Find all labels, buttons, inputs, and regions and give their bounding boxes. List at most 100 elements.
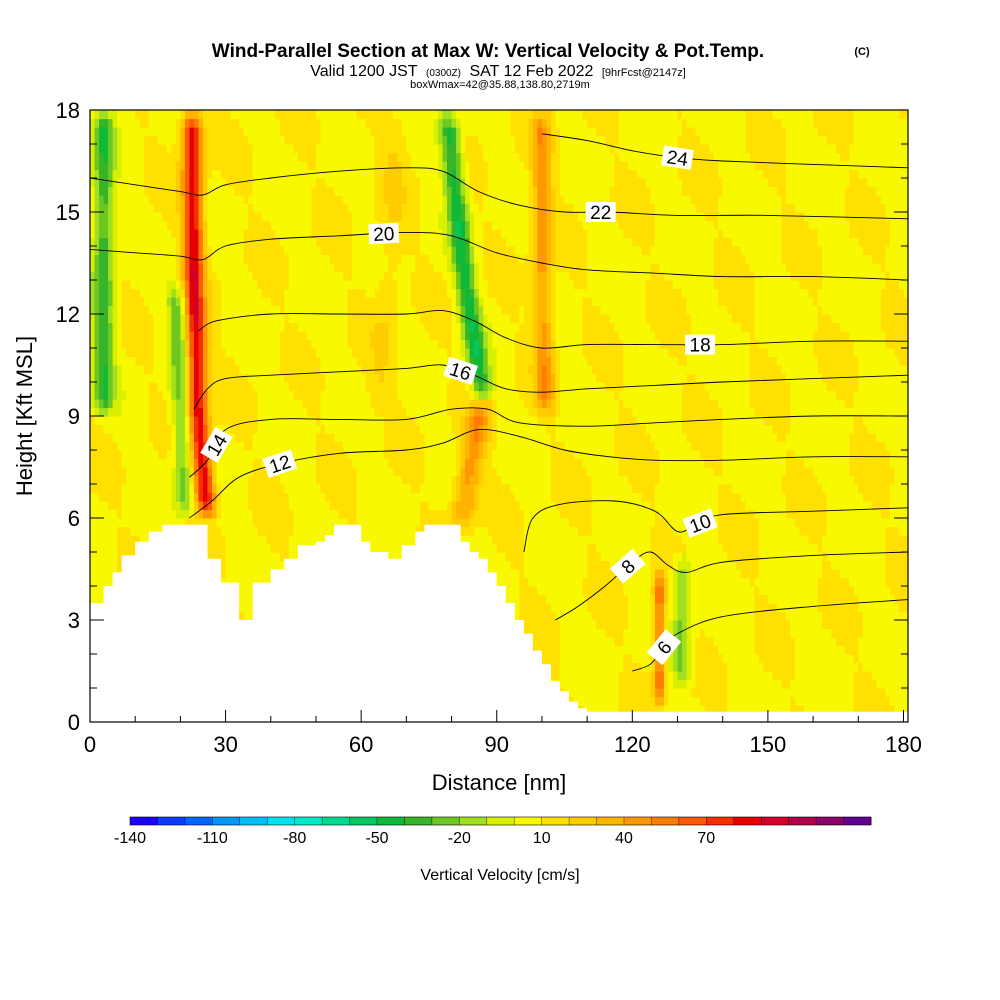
velocity-cell (519, 603, 525, 613)
velocity-cell (153, 526, 159, 536)
velocity-cell (889, 501, 896, 511)
velocity-cell (275, 526, 281, 536)
velocity-cell (410, 526, 416, 536)
velocity-cell (858, 518, 864, 528)
velocity-cell (564, 620, 570, 630)
velocity-cell (790, 586, 796, 596)
velocity-cell (731, 552, 737, 562)
velocity-cell (718, 705, 724, 715)
velocity-cell (691, 705, 697, 715)
velocity-cell (862, 603, 868, 613)
velocity-cell (492, 484, 498, 494)
velocity-cell (365, 501, 371, 511)
velocity-cell (790, 543, 796, 553)
velocity-cell (745, 688, 751, 698)
velocity-cell (709, 620, 715, 630)
velocity-cell (645, 552, 651, 562)
velocity-cell (157, 518, 163, 528)
velocity-cell (248, 535, 254, 545)
velocity-cell (591, 611, 597, 621)
velocity-cell (523, 628, 529, 638)
velocity-cell (880, 526, 886, 536)
velocity-cell (537, 492, 543, 502)
velocity-cell (691, 645, 697, 655)
velocity-cell (772, 705, 778, 715)
velocity-cell (315, 526, 322, 536)
velocity-cell (645, 637, 651, 647)
velocity-cell (826, 637, 832, 647)
velocity-cell (139, 501, 145, 511)
velocity-cell (383, 518, 389, 528)
velocity-cell (677, 603, 683, 613)
velocity-cell (257, 535, 263, 545)
velocity-cell (713, 535, 719, 545)
velocity-cell (885, 526, 891, 536)
velocity-cell (546, 518, 552, 528)
velocity-cell (311, 509, 317, 519)
velocity-cell (804, 492, 810, 502)
velocity-cell (275, 509, 281, 519)
velocity-cell (817, 654, 823, 664)
velocity-cell (880, 501, 886, 511)
velocity-cell (510, 594, 516, 604)
velocity-cell (736, 543, 742, 553)
velocity-cell (903, 654, 908, 664)
velocity-cell (618, 501, 624, 511)
velocity-cell (831, 526, 837, 536)
velocity-cell (541, 501, 548, 511)
velocity-cell (840, 518, 846, 528)
velocity-cell (853, 628, 859, 638)
velocity-cell (772, 603, 778, 613)
velocity-cell (365, 518, 371, 528)
velocity-cell (605, 492, 611, 502)
velocity-cell (776, 501, 783, 511)
velocity-cell (546, 569, 552, 579)
velocity-cell (718, 526, 724, 536)
velocity-cell (338, 492, 344, 502)
velocity-cell (767, 705, 774, 715)
velocity-cell (853, 526, 859, 536)
velocity-cell (822, 679, 828, 689)
velocity-cell (871, 679, 877, 689)
velocity-cell (550, 526, 557, 536)
velocity-cell (596, 696, 602, 706)
velocity-cell (135, 526, 141, 536)
velocity-cell (709, 628, 715, 638)
velocity-cell (537, 526, 543, 536)
velocity-cell (148, 518, 154, 528)
velocity-cell (596, 586, 602, 596)
velocity-cell (252, 552, 258, 562)
velocity-cell (727, 637, 733, 647)
velocity-cell (718, 560, 724, 570)
velocity-cell (844, 688, 850, 698)
velocity-cell (528, 492, 534, 502)
title-block: Wind-Parallel Section at Max W: Vertical… (212, 41, 870, 91)
velocity-cell (659, 577, 665, 587)
velocity-cell (645, 688, 651, 698)
velocity-cell (94, 526, 100, 536)
velocity-cell (221, 509, 227, 519)
velocity-cell (166, 501, 172, 511)
velocity-cell (727, 611, 733, 621)
velocity-cell (709, 586, 715, 596)
velocity-cell (713, 560, 719, 570)
velocity-cell (835, 518, 841, 528)
velocity-cell (840, 560, 846, 570)
velocity-cell (668, 620, 674, 630)
velocity-cell (799, 552, 805, 562)
velocity-cell (573, 654, 579, 664)
velocity-cell (754, 577, 760, 587)
velocity-cell (193, 518, 200, 528)
velocity-cell (537, 628, 543, 638)
velocity-cell (447, 518, 453, 528)
velocity-cell (903, 492, 908, 502)
velocity-cell (898, 671, 905, 681)
velocity-cell (361, 501, 367, 511)
velocity-cell (121, 543, 127, 553)
velocity-cell (325, 526, 331, 536)
velocity-cell (135, 509, 141, 519)
velocity-cell (483, 543, 489, 553)
velocity-cell (605, 611, 611, 621)
velocity-cell (776, 569, 783, 579)
velocity-cell (650, 552, 656, 562)
